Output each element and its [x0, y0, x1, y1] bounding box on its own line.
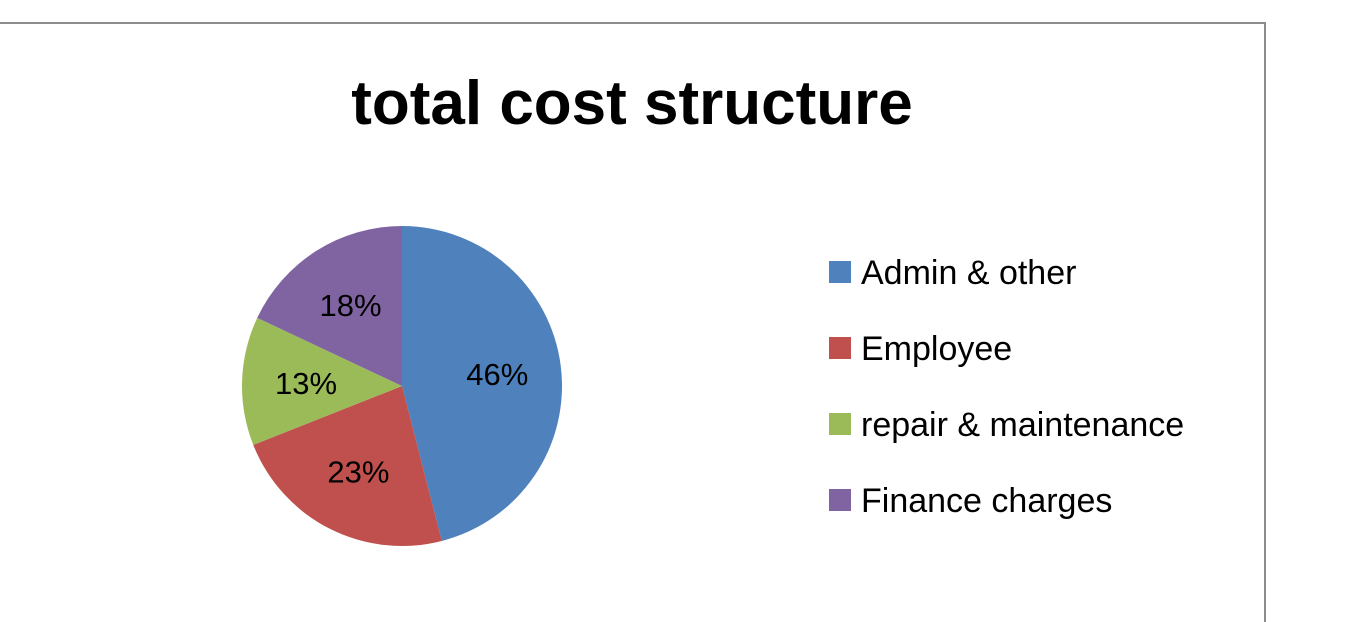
pie-slices: [241, 226, 563, 546]
pie-data-labels: 46% 23% 13% 18%: [275, 288, 528, 490]
data-label-admin-other: 46%: [466, 357, 528, 392]
legend-label-repair-maintenance: repair & maintenance: [861, 406, 1184, 444]
legend-swatch-repair-maintenance: [829, 413, 851, 435]
legend-label-employee: Employee: [861, 330, 1012, 368]
pie-slice-admin-other: [402, 226, 563, 541]
legend-label-finance-charges: Finance charges: [861, 482, 1112, 520]
data-label-finance-charges: 18%: [320, 288, 382, 323]
legend: Admin & other Employee repair & maintenanc…: [829, 254, 1184, 520]
chart-frame: [0, 22, 1266, 622]
legend-swatch-employee: [829, 337, 851, 359]
chart-title: total cost structure: [351, 69, 913, 138]
pie-slice-repair-maintenance: [241, 317, 402, 445]
pie-slice-employee: [253, 386, 442, 546]
legend-label-admin-other: Admin & other: [861, 254, 1076, 292]
legend-swatch-admin-other: [829, 261, 851, 283]
legend-swatch-finance-charges: [829, 489, 851, 511]
data-label-repair-maintenance: 13%: [275, 366, 337, 401]
data-label-employee: 23%: [327, 455, 389, 490]
pie-slice-finance-charges: [257, 226, 402, 386]
